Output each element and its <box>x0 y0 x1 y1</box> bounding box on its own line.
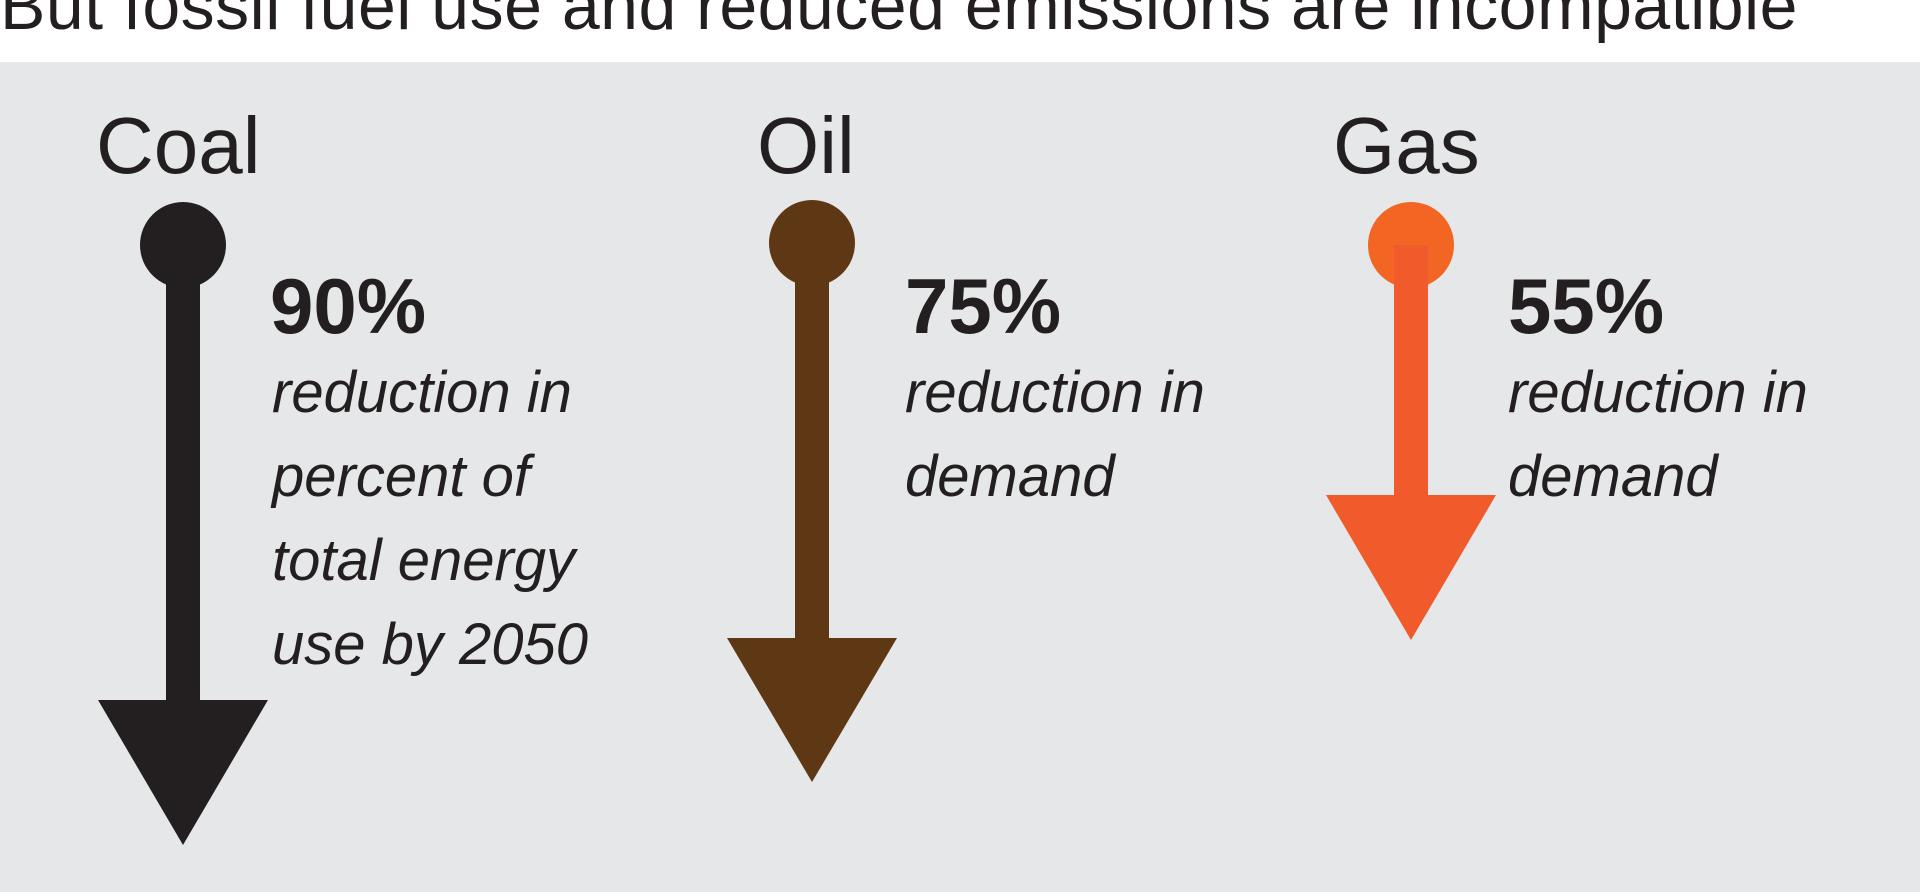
coal-arrow <box>98 202 268 845</box>
coal-arrow-head <box>98 700 268 845</box>
headline-text: But fossil fuel use and reduced emission… <box>0 0 1798 44</box>
oil-arrow-head <box>727 638 897 782</box>
oil-arrow-shaft <box>795 243 829 643</box>
gas-label: Gas <box>1333 101 1480 190</box>
coal-percent: 90% <box>270 262 427 350</box>
coal-label: Coal <box>96 101 261 190</box>
oil-description: reduction in demand <box>905 360 1205 509</box>
gas-description: reduction in demand <box>1508 360 1808 509</box>
oil-arrow <box>727 200 897 782</box>
gas-arrow-head <box>1326 495 1496 640</box>
infographic-panel <box>0 62 1920 892</box>
coal-description: reduction in percent of total energy use… <box>272 360 589 677</box>
gas-arrow-shaft <box>1394 245 1428 500</box>
oil-percent: 75% <box>905 262 1062 350</box>
gas-percent: 55% <box>1508 262 1665 350</box>
gas-arrow <box>1326 202 1496 640</box>
coal-arrow-shaft <box>166 245 200 705</box>
headline-bar: But fossil fuel use and reduced emission… <box>0 0 1920 62</box>
oil-label: Oil <box>757 101 855 190</box>
